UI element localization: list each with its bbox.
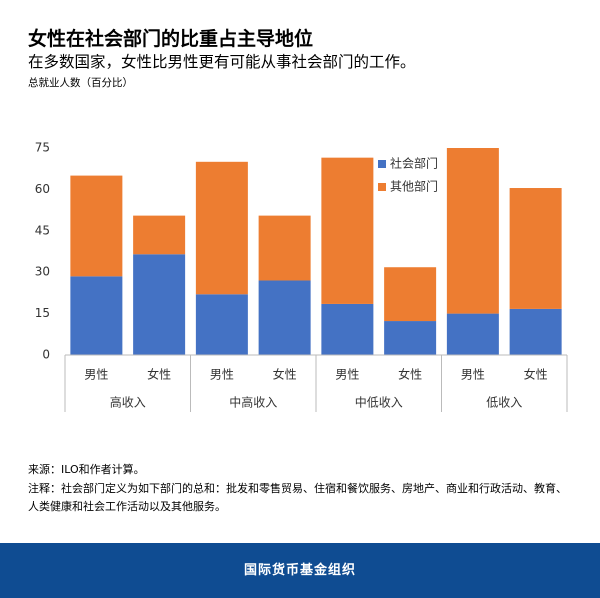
- bar-segment: [258, 215, 311, 281]
- footer: 国际货币基金组织: [0, 543, 600, 598]
- y-tick-label: 45: [35, 223, 50, 237]
- bar-segment: [133, 254, 186, 355]
- x-tick-label: 女性: [273, 367, 297, 382]
- legend-swatch: [378, 183, 386, 191]
- x-tick-label: 男性: [335, 368, 359, 382]
- x-tick-label: 男性: [210, 368, 234, 382]
- legend-label: 社会部门: [390, 156, 438, 171]
- x-tick-label: 女性: [524, 367, 548, 382]
- bar-segment: [446, 313, 499, 355]
- y-tick-label: 0: [42, 348, 50, 362]
- y-tick-label: 30: [35, 265, 50, 279]
- x-tick-label: 女性: [398, 367, 422, 382]
- bar-segment: [258, 280, 311, 355]
- bar-segment: [321, 303, 374, 355]
- y-tick-label: 60: [35, 182, 50, 196]
- legend-label: 其他部门: [390, 179, 438, 194]
- note: 注释：社会部门定义为如下部门的总和：批发和零售贸易、住宿和餐饮服务、房地产、商业…: [28, 482, 567, 513]
- bar-segment: [509, 308, 562, 355]
- bar-segment: [321, 157, 374, 304]
- y-axis-label: 总就业人数（百分比）: [28, 77, 133, 89]
- legend-swatch: [378, 160, 386, 168]
- bar-segment: [133, 215, 186, 255]
- group-label: 中低收入: [355, 395, 403, 410]
- group-label: 高收入: [110, 395, 146, 410]
- bar-segment: [509, 188, 562, 309]
- y-tick-label: 15: [35, 306, 50, 320]
- group-label: 低收入: [486, 396, 522, 410]
- group-label: 中高收入: [229, 395, 277, 410]
- bar-segment: [384, 267, 437, 322]
- y-tick-label: 75: [35, 141, 50, 155]
- bar-segment: [70, 276, 123, 355]
- bar-segment: [384, 321, 437, 355]
- bar-segment: [195, 161, 248, 295]
- bar-segment: [70, 175, 123, 277]
- bar-segment: [446, 148, 499, 314]
- x-tick-label: 男性: [461, 368, 485, 382]
- bar-segment: [195, 294, 248, 355]
- title: 女性在社会部门的比重占主导地位: [28, 28, 314, 50]
- source: 来源：ILO和作者计算。: [28, 463, 145, 476]
- x-tick-label: 女性: [147, 367, 171, 382]
- x-tick-label: 男性: [84, 368, 108, 382]
- subtitle: 在多数国家，女性比男性更有可能从事社会部门的工作。: [28, 53, 416, 71]
